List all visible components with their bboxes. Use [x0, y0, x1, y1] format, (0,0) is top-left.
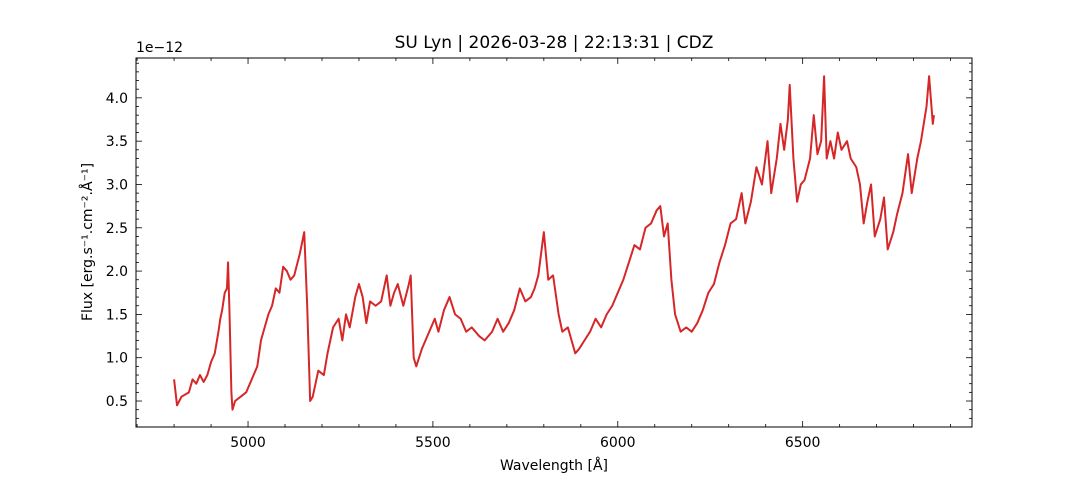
chart-title: SU Lyn | 2026-03-28 | 22:13:31 | CDZ [395, 33, 714, 53]
y-tick-label: 2.0 [106, 264, 128, 280]
y-offset-label: 1e−12 [136, 40, 183, 56]
y-tick-label: 1.5 [106, 307, 128, 323]
x-tick-label: 5500 [415, 435, 451, 451]
y-tick-label: 3.0 [106, 177, 128, 193]
x-axis-label: Wavelength [Å] [500, 457, 608, 474]
y-tick-label: 1.0 [106, 351, 128, 367]
y-tick-label: 3.5 [106, 134, 128, 150]
x-tick-label: 6500 [785, 435, 821, 451]
plot-frame [135, 57, 973, 428]
y-tick-label: 2.5 [106, 221, 128, 237]
y-tick-label: 0.5 [106, 394, 128, 410]
y-axis-label: Flux [erg.s⁻¹.cm⁻².Å⁻¹] [79, 163, 96, 321]
y-tick-label: 4.0 [106, 91, 128, 107]
x-tick-label: 6000 [600, 435, 636, 451]
spectrum-line [173, 75, 935, 411]
x-tick-label: 5000 [230, 435, 266, 451]
